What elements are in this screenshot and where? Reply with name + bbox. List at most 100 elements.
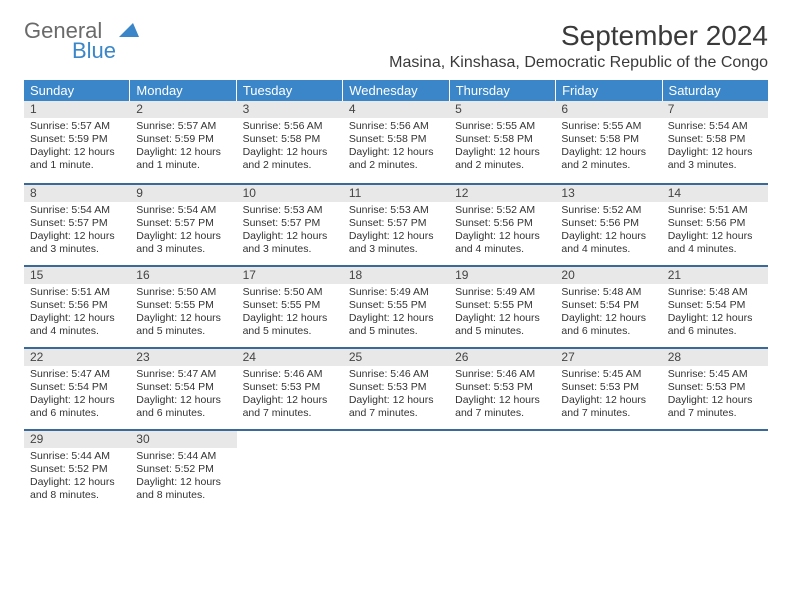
day-number [555, 431, 661, 448]
day-line: Sunrise: 5:49 AM [349, 286, 443, 299]
day-details: Sunrise: 5:53 AMSunset: 5:57 PMDaylight:… [343, 202, 449, 261]
day-line: Daylight: 12 hours [349, 146, 443, 159]
day-header: Thursday [450, 80, 556, 101]
day-details: Sunrise: 5:51 AMSunset: 5:56 PMDaylight:… [24, 284, 130, 343]
day-cell: 6Sunrise: 5:55 AMSunset: 5:58 PMDaylight… [555, 101, 661, 183]
day-line: Sunset: 5:56 PM [668, 217, 762, 230]
day-cell: 7Sunrise: 5:54 AMSunset: 5:58 PMDaylight… [662, 101, 768, 183]
day-line: Sunrise: 5:57 AM [30, 120, 124, 133]
day-number [662, 431, 768, 448]
day-line: Sunrise: 5:54 AM [30, 204, 124, 217]
day-line: and 3 minutes. [30, 243, 124, 256]
day-line: Sunset: 5:52 PM [30, 463, 124, 476]
day-line: Daylight: 12 hours [561, 146, 655, 159]
day-number: 10 [237, 185, 343, 202]
day-number: 25 [343, 349, 449, 366]
day-line: Sunrise: 5:52 AM [561, 204, 655, 217]
logo-text-2: Blue [72, 38, 116, 64]
day-details: Sunrise: 5:50 AMSunset: 5:55 PMDaylight:… [237, 284, 343, 343]
day-line: and 4 minutes. [668, 243, 762, 256]
day-number: 12 [449, 185, 555, 202]
day-cell: 22Sunrise: 5:47 AMSunset: 5:54 PMDayligh… [24, 349, 130, 429]
day-cell: 17Sunrise: 5:50 AMSunset: 5:55 PMDayligh… [237, 267, 343, 347]
day-line: Daylight: 12 hours [243, 312, 337, 325]
day-line: Daylight: 12 hours [561, 394, 655, 407]
day-header: Saturday [663, 80, 768, 101]
day-line: and 4 minutes. [30, 325, 124, 338]
day-line: Sunrise: 5:53 AM [349, 204, 443, 217]
day-details: Sunrise: 5:46 AMSunset: 5:53 PMDaylight:… [343, 366, 449, 425]
day-line: Daylight: 12 hours [455, 312, 549, 325]
day-line: Daylight: 12 hours [561, 312, 655, 325]
week-row: 8Sunrise: 5:54 AMSunset: 5:57 PMDaylight… [24, 183, 768, 265]
day-line: Daylight: 12 hours [243, 230, 337, 243]
day-details: Sunrise: 5:54 AMSunset: 5:58 PMDaylight:… [662, 118, 768, 177]
day-line: and 1 minute. [136, 159, 230, 172]
day-details: Sunrise: 5:47 AMSunset: 5:54 PMDaylight:… [130, 366, 236, 425]
day-line: Sunset: 5:56 PM [561, 217, 655, 230]
day-line: and 3 minutes. [349, 243, 443, 256]
day-cell: 27 Sunrise: 5:45 AMSunset: 5:53 PMDayligh… [555, 349, 661, 429]
day-details: Sunrise: 5:53 AMSunset: 5:57 PMDaylight:… [237, 202, 343, 261]
day-number: 26 [449, 349, 555, 366]
day-header: Tuesday [237, 80, 343, 101]
day-number [343, 431, 449, 448]
day-line: Daylight: 12 hours [668, 230, 762, 243]
day-cell: 30Sunrise: 5:44 AMSunset: 5:52 PMDayligh… [130, 431, 236, 511]
day-number: 13 [555, 185, 661, 202]
day-line: Sunrise: 5:45 AM [561, 368, 655, 381]
day-details: Sunrise: 5:44 AMSunset: 5:52 PMDaylight:… [130, 448, 236, 507]
day-line: Sunset: 5:57 PM [136, 217, 230, 230]
day-number: 23 [130, 349, 236, 366]
day-cell: 13Sunrise: 5:52 AMSunset: 5:56 PMDayligh… [555, 185, 661, 265]
day-details: Sunrise: 5:44 AMSunset: 5:52 PMDaylight:… [24, 448, 130, 507]
day-details: Sunrise: 5:54 AMSunset: 5:57 PMDaylight:… [24, 202, 130, 261]
day-line: Daylight: 12 hours [455, 394, 549, 407]
day-line: Sunset: 5:56 PM [455, 217, 549, 230]
day-details: Sunrise: 5:51 AMSunset: 5:56 PMDaylight:… [662, 202, 768, 261]
day-number: 17 [237, 267, 343, 284]
day-line: Sunset: 5:56 PM [30, 299, 124, 312]
day-line: Daylight: 12 hours [349, 230, 443, 243]
day-line: Sunset: 5:53 PM [561, 381, 655, 394]
day-line: Daylight: 12 hours [455, 230, 549, 243]
day-header: Sunday [24, 80, 130, 101]
day-line: and 7 minutes. [668, 407, 762, 420]
day-number: 29 [24, 431, 130, 448]
day-line: and 4 minutes. [455, 243, 549, 256]
day-cell: 29Sunrise: 5:44 AMSunset: 5:52 PMDayligh… [24, 431, 130, 511]
day-line: Daylight: 12 hours [455, 146, 549, 159]
day-line: and 6 minutes. [30, 407, 124, 420]
day-details: Sunrise: 5:48 AMSunset: 5:54 PMDaylight:… [662, 284, 768, 343]
day-number: 30 [130, 431, 236, 448]
day-cell: 23Sunrise: 5:47 AMSunset: 5:54 PMDayligh… [130, 349, 236, 429]
day-number: 20 [555, 267, 661, 284]
location-subtitle: Masina, Kinshasa, Democratic Republic of… [389, 54, 768, 72]
day-line: Sunrise: 5:49 AM [455, 286, 549, 299]
day-number: 9 [130, 185, 236, 202]
day-line: Sunrise: 5:48 AM [668, 286, 762, 299]
day-cell: 8Sunrise: 5:54 AMSunset: 5:57 PMDaylight… [24, 185, 130, 265]
day-number: 22 [24, 349, 130, 366]
day-number: 1 [24, 101, 130, 118]
day-number [449, 431, 555, 448]
day-cell: 19Sunrise: 5:49 AMSunset: 5:55 PMDayligh… [449, 267, 555, 347]
day-number: 4 [343, 101, 449, 118]
day-line: Daylight: 12 hours [349, 312, 443, 325]
day-cell [555, 431, 661, 511]
day-line: Sunset: 5:53 PM [243, 381, 337, 394]
day-number: 27 [555, 349, 661, 366]
day-cell: 12 Sunrise: 5:52 AMSunset: 5:56 PMDayligh… [449, 185, 555, 265]
day-line: Sunrise: 5:52 AM [455, 204, 549, 217]
day-line: Sunset: 5:58 PM [668, 133, 762, 146]
day-number: 11 [343, 185, 449, 202]
day-line: and 5 minutes. [455, 325, 549, 338]
day-line: Daylight: 12 hours [30, 230, 124, 243]
day-line: and 5 minutes. [136, 325, 230, 338]
day-line: and 8 minutes. [30, 489, 124, 502]
day-line: Sunset: 5:53 PM [349, 381, 443, 394]
day-line: Sunset: 5:59 PM [30, 133, 124, 146]
day-line: and 2 minutes. [243, 159, 337, 172]
day-line: Sunrise: 5:44 AM [136, 450, 230, 463]
day-line: Sunset: 5:59 PM [136, 133, 230, 146]
